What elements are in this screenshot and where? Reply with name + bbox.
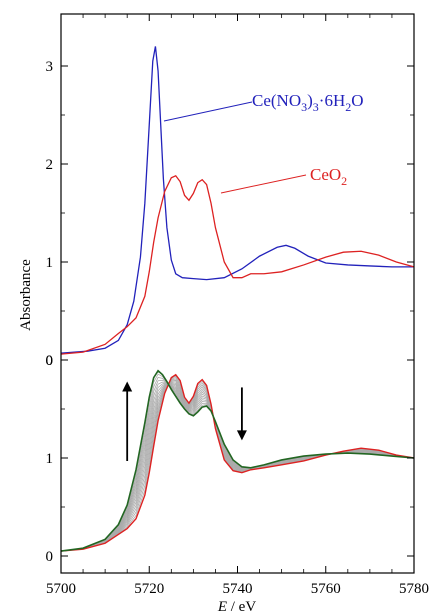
x-tick-label: 5720 (134, 581, 164, 597)
top-y-tick-label: 3 (46, 59, 54, 75)
x-tick-label: 5760 (311, 581, 341, 597)
arrow-down-head (236, 430, 247, 441)
label-part: O (351, 91, 363, 110)
label-part: 3 (301, 100, 307, 114)
bottom-y-tick-label: 1 (46, 451, 54, 467)
bottom-y-tick-label: 0 (46, 353, 54, 369)
label-part: 2 (341, 174, 347, 188)
series-layer (60, 46, 415, 552)
top-y-tick-label: 1 (46, 255, 54, 271)
label-part: ) (307, 91, 313, 110)
label-part: Ce(NO (252, 91, 301, 110)
label-part: ·6H (319, 91, 345, 110)
top-series-line-ceria (60, 174, 415, 355)
x-tick-label: 5700 (46, 581, 76, 597)
label-part: CeO (310, 165, 341, 184)
top-y-tick-label: 2 (46, 157, 54, 173)
x-axis-title-unit: / eV (227, 599, 256, 614)
arrows (122, 381, 247, 461)
x-ticks: 5700 5720 5740 5760 5780 (46, 14, 429, 597)
label-leader-cerium-nitrate (163, 101, 253, 122)
x-axis-title: E / eV (217, 599, 256, 614)
series-label-ceria: CeO2 (310, 165, 347, 188)
bottom-y-tick-label: 0 (46, 549, 54, 565)
top-y-tick-label: 0 (46, 353, 54, 369)
series-label-cerium-nitrate: Ce(NO3)3·6H2O (252, 91, 364, 114)
top-series-line-cerium-nitrate (60, 46, 414, 354)
bottom-series-end-line (60, 369, 415, 552)
y-axis-title: Absorbance (18, 259, 34, 331)
x-tick-label: 5740 (223, 581, 253, 597)
label-leader-ceria (220, 174, 307, 194)
bottom-intermediate-series-8 (60, 383, 415, 552)
x-tick-label: 5780 (399, 581, 429, 597)
arrow-up-head (122, 381, 133, 392)
label-part: 2 (345, 100, 351, 114)
label-part: 3 (313, 100, 319, 114)
bottom-series-start-line (60, 373, 415, 552)
x-axis-title-symbol: E (217, 599, 227, 614)
